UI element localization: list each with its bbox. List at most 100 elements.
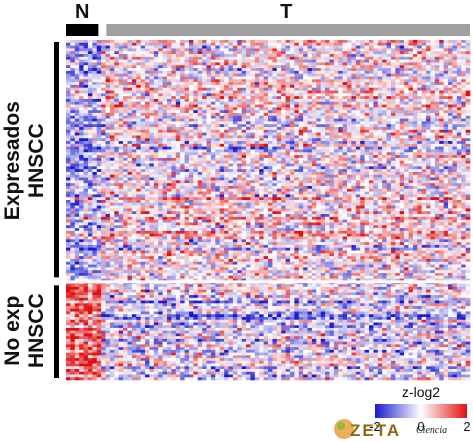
heatmap-cell xyxy=(439,138,444,142)
heatmap-cell xyxy=(448,129,453,133)
heatmap-cell xyxy=(377,54,383,58)
heatmap-cell xyxy=(333,45,339,49)
heatmap-cell xyxy=(219,124,225,128)
heatmap-cell xyxy=(268,42,273,46)
heatmap-cell xyxy=(66,79,71,83)
heatmap-cell xyxy=(184,171,190,176)
heatmap-cell xyxy=(232,76,238,80)
heatmap-cell xyxy=(390,143,396,147)
heatmap-cell xyxy=(417,163,422,167)
heatmap-cell xyxy=(351,107,357,111)
heatmap-cell xyxy=(167,87,172,91)
heatmap-cell xyxy=(421,157,427,161)
heatmap-cell xyxy=(412,76,418,80)
heatmap-cell xyxy=(338,166,343,170)
heatmap-cell xyxy=(66,96,71,100)
heatmap-cell xyxy=(263,135,269,139)
heatmap-cell xyxy=(66,124,71,128)
heatmap-cell xyxy=(184,48,190,52)
heatmap-cell xyxy=(421,185,427,190)
heatmap-cell xyxy=(268,132,273,136)
heatmap-cell xyxy=(320,163,326,167)
heatmap-cell xyxy=(452,104,458,108)
heatmap-cell xyxy=(246,112,251,117)
heatmap-cell xyxy=(193,171,199,176)
heatmap-cell xyxy=(351,135,357,139)
heatmap-cell xyxy=(386,132,392,136)
heatmap-cell xyxy=(70,177,76,181)
heatmap-cell xyxy=(364,129,370,133)
heatmap-cell xyxy=(246,40,251,44)
heatmap-cell xyxy=(228,169,234,173)
heatmap-cell xyxy=(263,42,269,46)
heatmap-cell xyxy=(448,183,453,187)
heatmap-cell xyxy=(259,166,264,170)
heatmap-cell xyxy=(74,183,80,187)
heatmap-cell xyxy=(338,42,343,46)
heatmap-cell xyxy=(320,40,326,44)
heatmap-cell xyxy=(347,104,352,108)
heatmap-cell xyxy=(83,191,89,195)
heatmap-cell xyxy=(70,73,76,77)
heatmap-cell xyxy=(219,169,225,173)
heatmap-cell xyxy=(307,93,313,97)
heatmap-cell xyxy=(465,42,471,46)
heatmap-cell xyxy=(404,98,409,103)
heatmap-cell xyxy=(355,65,361,69)
heatmap-cell xyxy=(224,70,229,74)
heatmap-cell xyxy=(136,149,141,153)
heatmap-cell xyxy=(347,169,352,173)
heatmap-cell xyxy=(452,138,458,142)
heatmap-cell xyxy=(329,118,335,122)
heatmap-cell xyxy=(202,185,207,190)
heatmap-cell xyxy=(188,110,194,114)
heatmap-cell xyxy=(66,160,71,164)
heatmap-cell xyxy=(426,146,431,150)
heatmap-cell xyxy=(241,124,247,128)
heatmap-cell xyxy=(79,54,84,58)
heatmap-cell xyxy=(66,141,71,145)
heatmap-cell xyxy=(294,104,300,108)
heatmap-cell xyxy=(364,149,370,153)
heatmap-cell xyxy=(355,40,361,44)
heatmap-cell xyxy=(175,84,181,89)
heatmap-cell xyxy=(123,121,128,125)
heatmap-cell xyxy=(109,87,115,91)
heatmap-cell xyxy=(83,90,89,94)
heatmap-cell xyxy=(162,171,168,176)
heatmap-cell xyxy=(109,98,115,103)
heatmap-cell xyxy=(351,84,357,89)
heatmap-cell xyxy=(412,129,418,133)
heatmap-cell xyxy=(228,82,234,86)
heatmap-cell xyxy=(456,101,462,105)
heatmap-cell xyxy=(79,40,84,44)
heatmap-cell xyxy=(298,62,304,66)
heatmap-cell xyxy=(430,54,436,58)
heatmap-cell xyxy=(307,129,313,133)
heatmap-cell xyxy=(412,118,418,122)
heatmap-cell xyxy=(426,112,431,117)
heatmap-cell xyxy=(180,84,185,89)
heatmap-cell xyxy=(109,177,115,181)
heatmap-cell xyxy=(131,101,137,105)
heatmap-cell xyxy=(167,177,172,181)
heatmap-cell xyxy=(254,65,260,69)
heatmap-cell xyxy=(232,87,238,91)
heatmap-cell xyxy=(105,171,111,176)
heatmap-cell xyxy=(188,149,194,153)
heatmap-cell xyxy=(96,141,102,145)
heatmap-cell xyxy=(316,73,321,77)
heatmap-cell xyxy=(316,171,321,176)
heatmap-cell xyxy=(430,149,436,153)
heatmap-cell xyxy=(140,56,146,60)
heatmap-cell xyxy=(329,70,335,74)
heatmap-cell xyxy=(404,90,409,94)
heatmap-cell xyxy=(311,135,317,139)
heatmap-cell xyxy=(162,188,168,192)
heatmap-cell xyxy=(426,84,431,89)
heatmap-cell xyxy=(390,70,396,74)
heatmap-cell xyxy=(232,152,238,156)
heatmap-cell xyxy=(228,112,234,117)
heatmap-cell xyxy=(250,104,256,108)
heatmap-cell xyxy=(294,110,300,114)
